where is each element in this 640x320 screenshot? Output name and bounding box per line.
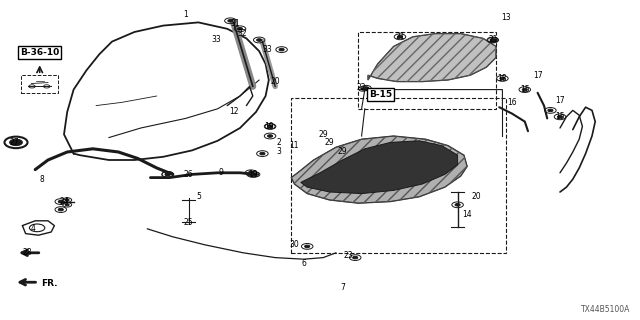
- Circle shape: [397, 36, 403, 38]
- Text: 7: 7: [340, 284, 345, 292]
- Circle shape: [268, 125, 273, 128]
- Text: 15: 15: [520, 85, 530, 94]
- Text: 2: 2: [276, 138, 281, 147]
- Text: 29: 29: [408, 152, 418, 161]
- Text: 4: 4: [31, 224, 36, 233]
- Text: 17: 17: [532, 71, 543, 80]
- Text: 29: 29: [424, 160, 434, 169]
- Circle shape: [522, 88, 527, 91]
- Text: 6: 6: [301, 260, 307, 268]
- Circle shape: [65, 199, 69, 201]
- Polygon shape: [368, 34, 496, 82]
- Circle shape: [165, 173, 170, 176]
- Bar: [291, 98, 506, 253]
- Circle shape: [257, 39, 262, 41]
- Circle shape: [248, 172, 253, 174]
- Circle shape: [490, 39, 495, 41]
- Text: 11: 11: [290, 141, 299, 150]
- Text: 17: 17: [555, 96, 565, 105]
- Text: 5: 5: [196, 192, 201, 201]
- Text: 19: 19: [264, 122, 274, 131]
- Circle shape: [557, 116, 563, 118]
- Text: 26: 26: [184, 170, 194, 179]
- Circle shape: [353, 256, 358, 259]
- Circle shape: [65, 204, 69, 206]
- Text: 13: 13: [500, 13, 511, 22]
- Text: 1: 1: [183, 10, 188, 19]
- Circle shape: [361, 88, 365, 90]
- Text: 31: 31: [230, 20, 241, 28]
- Text: 29: 29: [337, 148, 348, 156]
- Text: 20: 20: [270, 77, 280, 86]
- Text: 25: 25: [184, 218, 194, 227]
- Circle shape: [268, 135, 273, 137]
- Text: TX44B5100A: TX44B5100A: [581, 305, 630, 314]
- Text: 8: 8: [39, 175, 44, 184]
- Circle shape: [279, 48, 284, 51]
- Circle shape: [455, 204, 460, 206]
- Circle shape: [228, 20, 233, 22]
- Text: 33: 33: [211, 36, 221, 44]
- Text: 33: 33: [262, 45, 273, 54]
- Circle shape: [305, 245, 310, 248]
- Text: 21: 21: [396, 32, 404, 41]
- Text: 27: 27: [9, 138, 19, 147]
- Bar: [358, 32, 496, 109]
- Text: 21: 21: [488, 36, 497, 44]
- Text: 18: 18: [498, 74, 507, 83]
- Text: 10: 10: [395, 180, 405, 188]
- Circle shape: [260, 152, 265, 155]
- Text: 12: 12: [229, 108, 238, 116]
- Text: 16: 16: [507, 98, 517, 107]
- Text: B-15: B-15: [369, 90, 392, 99]
- Text: 29: 29: [318, 130, 328, 139]
- Text: 19: 19: [248, 170, 258, 179]
- Polygon shape: [301, 141, 458, 194]
- Text: 9: 9: [218, 168, 223, 177]
- Circle shape: [252, 173, 257, 176]
- Text: B-36-10: B-36-10: [20, 48, 60, 57]
- Text: 15: 15: [555, 112, 565, 121]
- Circle shape: [250, 173, 255, 176]
- Polygon shape: [291, 136, 467, 203]
- Text: 28: 28: [22, 248, 31, 257]
- Text: 32: 32: [237, 29, 247, 38]
- Text: FR.: FR.: [42, 279, 58, 288]
- Text: 30: 30: [289, 240, 300, 249]
- Text: 22: 22: [357, 84, 366, 92]
- Circle shape: [490, 39, 495, 41]
- Circle shape: [165, 173, 170, 176]
- Text: 24: 24: [59, 197, 69, 206]
- Circle shape: [58, 208, 63, 211]
- Circle shape: [500, 77, 505, 80]
- Text: 3: 3: [276, 148, 281, 156]
- Circle shape: [548, 109, 553, 112]
- Text: 23: 23: [344, 252, 354, 260]
- Text: 14: 14: [462, 210, 472, 219]
- Circle shape: [58, 200, 63, 203]
- Text: 20: 20: [472, 192, 482, 201]
- Circle shape: [237, 28, 243, 30]
- Circle shape: [364, 87, 369, 89]
- Circle shape: [10, 139, 22, 146]
- Text: 29: 29: [324, 138, 335, 147]
- Circle shape: [268, 125, 273, 128]
